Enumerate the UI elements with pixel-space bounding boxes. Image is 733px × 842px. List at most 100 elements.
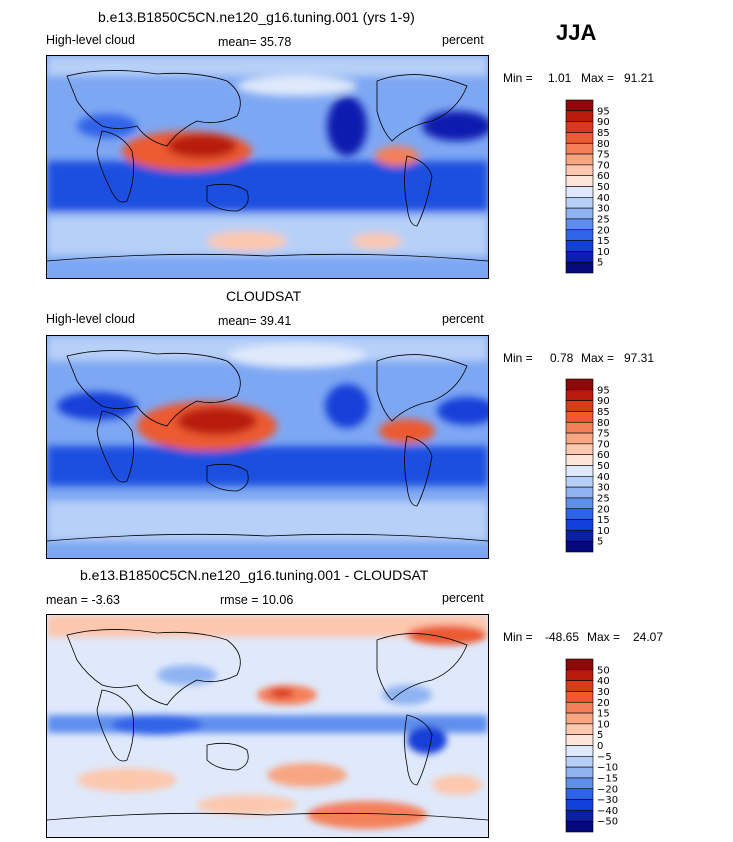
colorbar-swatch (565, 153, 594, 166)
colorbar-swatch (565, 701, 594, 714)
colorbar-swatch (565, 421, 594, 434)
panel-2-min-value: 0.78 (550, 351, 574, 365)
colorbar-swatch (565, 723, 594, 735)
colorbar-tick-label: 25 (597, 214, 610, 225)
colorbar-tick-label: −10 (597, 763, 618, 774)
colorbar-tick-label: 20 (597, 504, 610, 515)
colorbar-tick-label: 20 (597, 225, 610, 236)
colorbar-swatch (565, 99, 594, 112)
colorbar-tick-label: 15 (597, 515, 610, 526)
colorbar-tick-label: −5 (597, 752, 612, 763)
colorbar-swatch (565, 218, 594, 231)
colorbar-tick-label: 30 (597, 204, 610, 215)
colorbar-tick-label: 10 (597, 719, 610, 730)
panel-2-map-plot (47, 336, 488, 558)
colorbar-tick-label: 15 (597, 236, 610, 247)
panel-2-variable-label: High-level cloud (46, 312, 135, 326)
colorbar-tick-label: −15 (597, 773, 618, 784)
colorbar-tick-label: 60 (597, 450, 610, 461)
panel-3-rmse-label: rmse = 10.06 (220, 593, 294, 607)
colorbar-swatch (565, 454, 594, 466)
panel-3-map-plot (47, 615, 488, 837)
colorbar-swatch (565, 680, 594, 692)
panel-1-mean-label: mean= 35.78 (218, 35, 292, 49)
colorbar-swatch (565, 197, 594, 209)
colorbar-swatch (565, 465, 594, 477)
colorbar-tick-label: 0 (597, 741, 603, 752)
colorbar-swatch (565, 777, 594, 790)
colorbar-swatch (565, 411, 594, 423)
colorbar-swatch (565, 164, 594, 176)
colorbar-swatch (565, 186, 594, 198)
panel-2-map (46, 335, 489, 559)
colorbar-tick-label: 30 (597, 687, 610, 698)
panel-1-units-label: percent (442, 33, 484, 47)
colorbar-tick-label: 40 (597, 472, 610, 483)
colorbar-tick-label: 10 (597, 247, 610, 258)
colorbar-swatch (565, 756, 594, 768)
colorbar-swatch (565, 240, 594, 252)
colorbar-swatch (565, 389, 594, 401)
colorbar-swatch (565, 734, 594, 746)
colorbar-tick-label: 85 (597, 407, 610, 418)
colorbar-tick-label: 85 (597, 128, 610, 139)
colorbar-tick-label: 50 (597, 182, 610, 193)
colorbar-tick-label: 90 (597, 117, 610, 128)
colorbar-tick-label: 70 (597, 439, 610, 450)
colorbar-swatch (565, 400, 594, 412)
panel-3-units-label: percent (442, 591, 484, 605)
colorbar-swatch (565, 207, 594, 220)
colorbar-tick-label: 50 (597, 461, 610, 472)
panel-1-map-plot (47, 56, 488, 278)
colorbar-tick-label: 80 (597, 418, 610, 429)
panel-1-min-label: Min = (503, 71, 533, 85)
colorbar-tick-label: 40 (597, 676, 610, 687)
colorbar-tick-label: 95 (597, 385, 610, 396)
colorbar-tick-label: 75 (597, 150, 610, 161)
colorbar-swatch (565, 799, 594, 811)
panel-1-map (46, 55, 489, 279)
panel-2-max-value: 97.31 (624, 351, 655, 365)
colorbar-swatch (565, 121, 594, 133)
colorbar-swatch (565, 540, 594, 553)
colorbar-swatch (565, 508, 594, 520)
colorbar-swatch (565, 530, 594, 542)
panel-2-units-label: percent (442, 312, 484, 326)
colorbar-swatch (565, 788, 594, 800)
colorbar-tick-label: 50 (597, 665, 610, 676)
colorbar-swatch (565, 820, 594, 833)
colorbar-swatch (565, 443, 594, 455)
panel-1-min-value: 1.01 (548, 71, 572, 85)
colorbar-swatch (565, 486, 594, 499)
panel-2-title: CLOUDSAT (226, 288, 302, 304)
panel-3-map (46, 614, 489, 838)
colorbar-tick-label: 25 (597, 493, 610, 504)
colorbar-tick-label: 30 (597, 483, 610, 494)
colorbar-tick-label: 90 (597, 396, 610, 407)
panel-1-max-label: Max = (581, 71, 615, 85)
colorbar-tick-label: 75 (597, 429, 610, 440)
colorbar-swatch (565, 132, 594, 144)
colorbar-tick-label: −40 (597, 806, 618, 817)
colorbar-tick-label: 70 (597, 160, 610, 171)
colorbar-tick-label: 10 (597, 526, 610, 537)
panel-3-min-label: Min = (503, 630, 533, 644)
colorbar-swatch (565, 142, 594, 155)
colorbar-swatch (565, 432, 594, 445)
colorbar-tick-label: 20 (597, 698, 610, 709)
colorbar-tick-label: −30 (597, 795, 618, 806)
colorbar-swatch (565, 110, 594, 122)
panel-3-max-label: Max = (587, 630, 621, 644)
colorbar-tick-label: 5 (597, 537, 603, 548)
colorbar-tick-label: 15 (597, 709, 610, 720)
colorbar-tick-label: 5 (597, 258, 603, 269)
colorbar-tick-label: 80 (597, 139, 610, 150)
colorbar-tick-label: −20 (597, 784, 618, 795)
colorbar-tick-label: −50 (597, 817, 618, 828)
colorbar-swatch (565, 669, 594, 681)
colorbar-swatch (565, 229, 594, 241)
colorbar-swatch (565, 712, 594, 725)
panel-2-min-label: Min = (503, 351, 533, 365)
